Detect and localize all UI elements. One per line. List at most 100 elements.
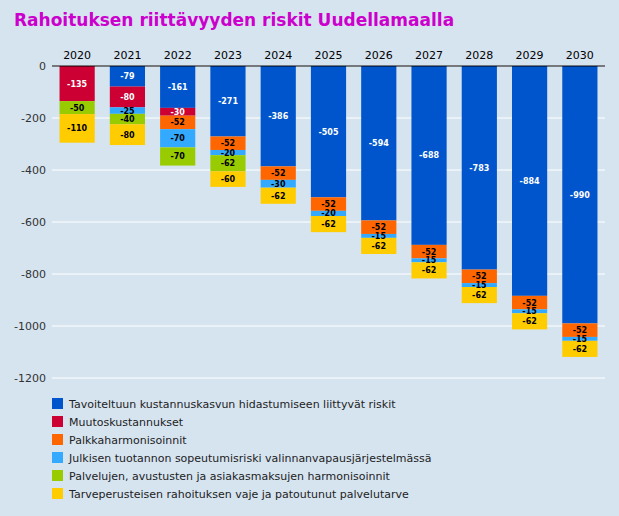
data-label: -70 bbox=[170, 152, 185, 161]
bar-segment bbox=[361, 66, 396, 220]
bar-segment bbox=[210, 155, 245, 171]
bar-segment bbox=[261, 166, 296, 180]
data-label: -52 bbox=[573, 326, 587, 335]
bar-segment bbox=[261, 66, 296, 166]
bar-segment bbox=[311, 216, 346, 232]
bar-segment bbox=[411, 66, 446, 245]
data-label: -30 bbox=[170, 108, 185, 117]
legend: Tavoiteltuun kustannuskasvun hidastumise… bbox=[52, 398, 431, 501]
legend-swatch bbox=[52, 434, 63, 445]
legend-swatch bbox=[52, 416, 63, 427]
data-label: -80 bbox=[120, 131, 135, 140]
data-label: -15 bbox=[422, 256, 437, 265]
chart: Rahoituksen riittävyyden riskit Uudellam… bbox=[0, 0, 619, 516]
data-label: -79 bbox=[120, 72, 135, 81]
bar-segment bbox=[160, 147, 195, 165]
data-label: -52 bbox=[271, 169, 285, 178]
data-label: -505 bbox=[318, 128, 338, 137]
bar-segment bbox=[210, 66, 245, 136]
data-label: -40 bbox=[120, 115, 135, 124]
data-label: -62 bbox=[321, 220, 335, 229]
grid-line bbox=[52, 378, 605, 379]
bar-segment bbox=[60, 101, 95, 114]
data-label: -15 bbox=[573, 335, 588, 344]
data-label: -271 bbox=[218, 97, 238, 106]
data-label: -52 bbox=[321, 200, 335, 209]
bars bbox=[60, 66, 598, 357]
y-tick-label: -400 bbox=[21, 164, 46, 177]
x-tick-label: 2026 bbox=[365, 49, 393, 62]
x-axis-line bbox=[52, 66, 605, 67]
grid-line bbox=[52, 66, 605, 67]
data-label: -15 bbox=[472, 281, 487, 290]
y-tick-label: -1000 bbox=[14, 320, 46, 333]
x-tick-label: 2023 bbox=[214, 49, 242, 62]
legend-label: Tavoiteltuun kustannuskasvun hidastumise… bbox=[68, 398, 396, 411]
data-label: -884 bbox=[520, 177, 540, 186]
legend-label: Palvelujen, avustusten ja asiakasmaksuje… bbox=[69, 470, 391, 483]
x-tick-label: 2028 bbox=[465, 49, 493, 62]
x-tick-label: 2027 bbox=[415, 49, 443, 62]
bar-segment bbox=[210, 171, 245, 187]
data-label: -30 bbox=[271, 180, 286, 189]
bar-segment bbox=[160, 66, 195, 108]
data-label: -62 bbox=[472, 291, 486, 300]
data-label: -52 bbox=[372, 223, 386, 232]
background bbox=[0, 0, 619, 516]
bar-segment bbox=[110, 124, 145, 145]
data-label: -60 bbox=[221, 175, 236, 184]
bar-segment bbox=[60, 66, 95, 101]
data-label: -386 bbox=[268, 112, 288, 121]
y-tick-label: 0 bbox=[39, 60, 46, 73]
bar-segment bbox=[110, 66, 145, 87]
data-labels: -79-161-271-386-505-594-688-783-884-990-… bbox=[67, 72, 590, 354]
bar-segment bbox=[110, 114, 145, 124]
x-tick-label: 2025 bbox=[315, 49, 343, 62]
bar-segment bbox=[311, 66, 346, 197]
legend-swatch bbox=[52, 398, 63, 409]
x-tick-label: 2021 bbox=[113, 49, 141, 62]
data-label: -52 bbox=[422, 248, 436, 257]
legend-label: Palkkaharmonisoinnit bbox=[69, 434, 187, 447]
x-tick-label: 2020 bbox=[63, 49, 91, 62]
data-label: -50 bbox=[70, 104, 85, 113]
x-tick-label: 2029 bbox=[516, 49, 544, 62]
y-tick-label: -800 bbox=[21, 268, 46, 281]
x-tick-label: 2024 bbox=[264, 49, 292, 62]
data-label: -62 bbox=[522, 317, 536, 326]
bar-segment bbox=[160, 116, 195, 130]
data-label: -20 bbox=[221, 149, 236, 158]
data-label: -161 bbox=[168, 83, 188, 92]
grid bbox=[52, 66, 605, 378]
title: Rahoituksen riittävyyden riskit Uudellam… bbox=[14, 10, 454, 30]
data-label: -70 bbox=[170, 134, 185, 143]
data-label: -52 bbox=[170, 118, 184, 127]
x-tick-label: 2022 bbox=[164, 49, 192, 62]
data-label: -52 bbox=[472, 272, 486, 281]
bar-segment bbox=[562, 66, 597, 323]
data-label: -52 bbox=[221, 139, 235, 148]
legend-label: Julkisen tuotannon sopeutumisriski valin… bbox=[68, 452, 431, 465]
bar-segment bbox=[261, 188, 296, 204]
bar-segment bbox=[512, 66, 547, 296]
bar-segment bbox=[160, 129, 195, 147]
y-tick-label: -600 bbox=[21, 216, 46, 229]
data-label: -135 bbox=[67, 80, 87, 89]
bar-segment bbox=[110, 87, 145, 108]
y-tick-label: -200 bbox=[21, 112, 46, 125]
bar-segment bbox=[60, 114, 95, 143]
data-label: -20 bbox=[321, 209, 336, 218]
data-label: -62 bbox=[372, 242, 386, 251]
data-label: -110 bbox=[67, 124, 87, 133]
data-label: -783 bbox=[469, 164, 489, 173]
legend-label: Tarveperusteisen rahoituksen vaje ja pat… bbox=[68, 488, 409, 501]
legend-swatch bbox=[52, 470, 63, 481]
legend-swatch bbox=[52, 488, 63, 499]
data-label: -990 bbox=[570, 191, 590, 200]
bar-segment bbox=[160, 165, 195, 166]
data-label: -80 bbox=[120, 93, 135, 102]
legend-swatch bbox=[52, 452, 63, 463]
y-tick-label: -1200 bbox=[14, 372, 46, 385]
data-label: -15 bbox=[372, 232, 387, 241]
data-label: -688 bbox=[419, 151, 439, 160]
